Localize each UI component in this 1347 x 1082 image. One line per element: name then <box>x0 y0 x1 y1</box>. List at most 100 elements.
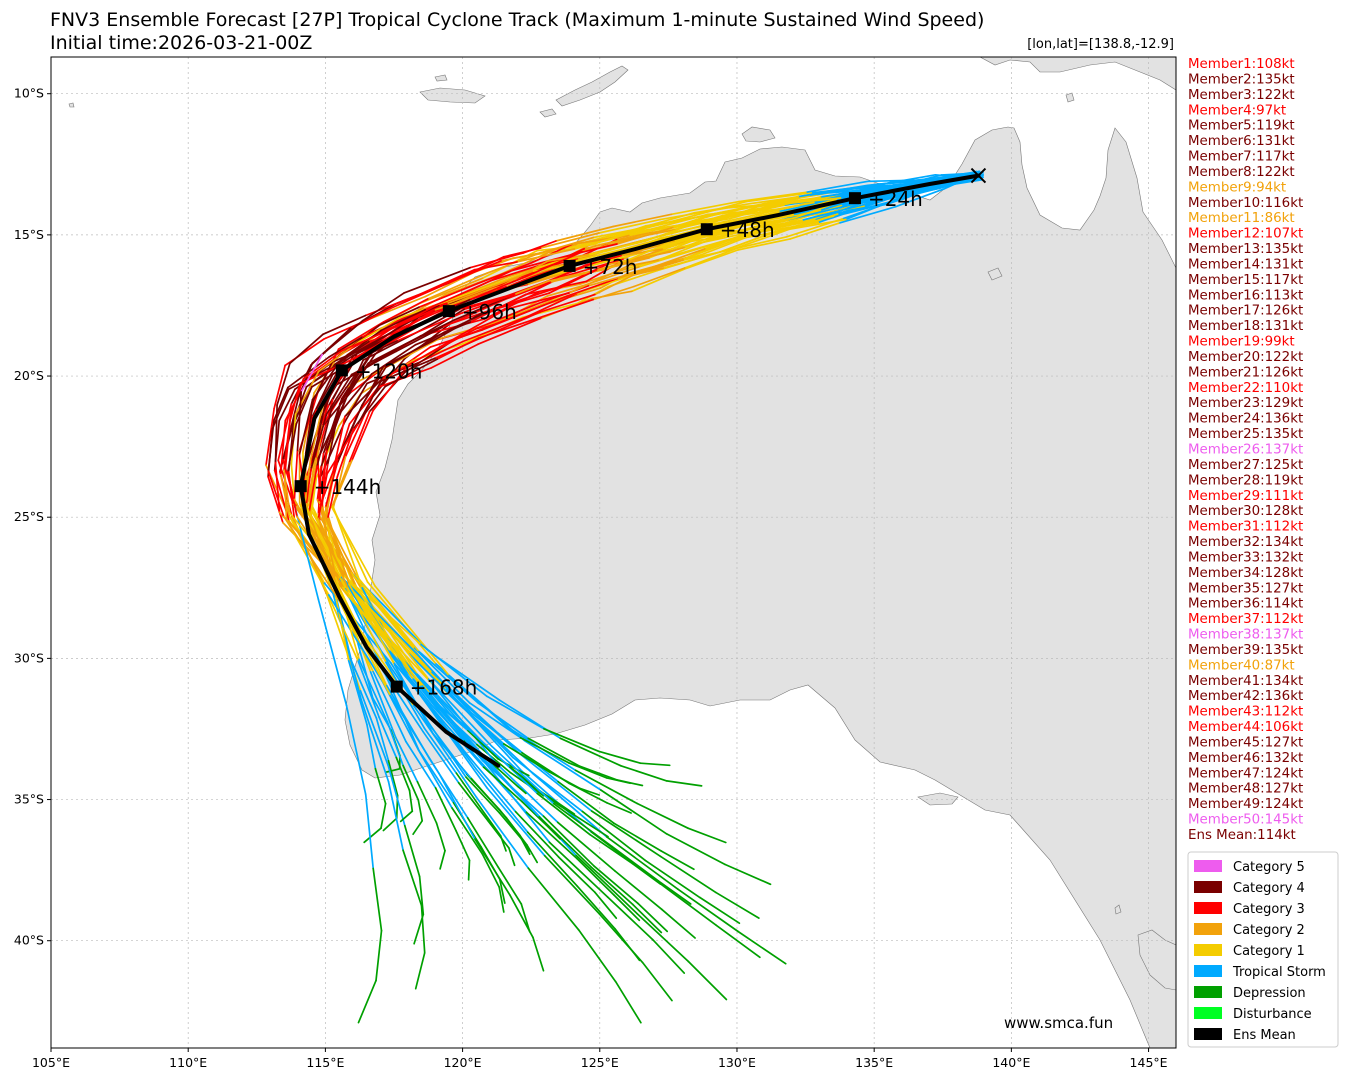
member-entry: Member41:134kt <box>1188 674 1303 689</box>
watermark: www.smca.fun <box>1004 1014 1113 1032</box>
forecast-hour-label: +72h <box>583 255 638 279</box>
legend-label: Category 2 <box>1233 923 1305 938</box>
legend-swatch <box>1194 860 1222 872</box>
legend-label: Category 4 <box>1233 881 1305 896</box>
member-entry: Member32:134kt <box>1188 535 1303 550</box>
member-entry: Member38:137kt <box>1188 628 1303 643</box>
legend-swatch <box>1194 965 1222 977</box>
ens-mean-marker <box>564 260 576 272</box>
member-entry: Member4:97kt <box>1188 103 1286 118</box>
member-entry: Member22:110kt <box>1188 381 1303 396</box>
member-entry: Member7:117kt <box>1188 150 1295 165</box>
x-tick-label: 110°E <box>169 1055 207 1070</box>
member-entry: Member28:119kt <box>1188 473 1303 488</box>
member-entry: Ens Mean:114kt <box>1188 828 1296 843</box>
member-entry: Member8:122kt <box>1188 165 1295 180</box>
member-entry: Member31:112kt <box>1188 520 1303 535</box>
start-coordinate: [lon,lat]=[138.8,-12.9] <box>1027 37 1174 52</box>
x-axis: 105°E 110°E 115°E 120°E 125°E 130°E 135°E 140°E… <box>32 1048 1168 1070</box>
ens-mean-marker <box>701 223 713 235</box>
member-entry: Member36:114kt <box>1188 597 1303 612</box>
forecast-hour-label: +144h <box>314 475 382 499</box>
ens-mean-marker <box>295 480 307 492</box>
member-entry: Member21:126kt <box>1188 365 1303 380</box>
legend: Category 5 Category 4 Category 3 Category 2… <box>1188 852 1338 1047</box>
member-entry: Member40:87kt <box>1188 658 1295 673</box>
member-entry: Member16:113kt <box>1188 288 1303 303</box>
member-entry: Member5:119kt <box>1188 119 1295 134</box>
forecast-hour-label: +48h <box>720 218 775 242</box>
member-entry: Member11:86kt <box>1188 211 1295 226</box>
forecast-hour-label: +24h <box>868 187 923 211</box>
member-entry: Member37:112kt <box>1188 612 1303 627</box>
member-entry: Member35:127kt <box>1188 581 1303 596</box>
member-entry: Member15:117kt <box>1188 273 1303 288</box>
member-entry: Member24:136kt <box>1188 412 1303 427</box>
legend-label: Ens Mean <box>1233 1028 1296 1043</box>
y-tick-label: 10°S <box>14 86 44 101</box>
member-entry: Member48:127kt <box>1188 782 1303 797</box>
member-entry: Member44:106kt <box>1188 720 1303 735</box>
legend-swatch <box>1194 1007 1222 1019</box>
member-entry: Member47:124kt <box>1188 766 1303 781</box>
legend-swatch <box>1194 923 1222 935</box>
member-entry: Member43:112kt <box>1188 705 1303 720</box>
legend-swatch <box>1194 881 1222 893</box>
member-entry: Member19:99kt <box>1188 335 1295 350</box>
legend-label: Depression <box>1233 986 1306 1001</box>
member-entry: Member49:124kt <box>1188 797 1303 812</box>
legend-swatch <box>1194 1028 1222 1040</box>
member-entry: Member29:111kt <box>1188 489 1303 504</box>
member-entry: Member45:127kt <box>1188 735 1303 750</box>
legend-label: Category 1 <box>1233 944 1305 959</box>
x-tick-label: 115°E <box>306 1055 344 1070</box>
member-entry: Member13:135kt <box>1188 242 1303 257</box>
member-entry: Member39:135kt <box>1188 643 1303 658</box>
member-entry: Member2:135kt <box>1188 72 1295 87</box>
member-entry: Member25:135kt <box>1188 427 1303 442</box>
y-tick-label: 25°S <box>14 509 44 524</box>
member-entry: Member3:122kt <box>1188 88 1295 103</box>
member-entry: Member26:137kt <box>1188 443 1303 458</box>
forecast-hour-label: +96h <box>462 300 517 324</box>
member-entry: Member9:94kt <box>1188 180 1286 195</box>
member-entry: Member10:116kt <box>1188 196 1303 211</box>
x-tick-label: 145°E <box>1130 1055 1168 1070</box>
member-entry: Member33:132kt <box>1188 550 1303 565</box>
chart-subtitle: Initial time:2026-03-21-00Z <box>50 32 312 54</box>
legend-swatch <box>1194 944 1222 956</box>
tip-island <box>69 103 74 107</box>
legend-label: Category 3 <box>1233 902 1305 917</box>
x-tick-label: 130°E <box>718 1055 756 1070</box>
chart-title: FNV3 Ensemble Forecast [27P] Tropical Cy… <box>50 9 984 31</box>
ens-mean-marker <box>391 681 403 693</box>
y-axis: 10°S15°S20°S25°S30°S35°S40°S <box>14 86 51 948</box>
member-entry: Member34:128kt <box>1188 566 1303 581</box>
member-entry: Member23:129kt <box>1188 396 1303 411</box>
forecast-hour-label: +168h <box>410 676 478 700</box>
member-entry: Member12:107kt <box>1188 227 1303 242</box>
member-entry: Member6:131kt <box>1188 134 1295 149</box>
member-entry: Member46:132kt <box>1188 751 1303 766</box>
y-tick-label: 30°S <box>14 650 44 665</box>
ens-mean-marker <box>336 364 348 376</box>
x-tick-label: 135°E <box>855 1055 893 1070</box>
x-tick-label: 125°E <box>581 1055 619 1070</box>
member-entry: Member20:122kt <box>1188 350 1303 365</box>
member-17-segment <box>469 860 470 880</box>
x-tick-label: 140°E <box>992 1055 1030 1070</box>
member-entry: Member50:145kt <box>1188 813 1303 828</box>
legend-label: Category 5 <box>1233 860 1305 875</box>
y-tick-label: 35°S <box>14 792 44 807</box>
x-tick-label: 120°E <box>444 1055 482 1070</box>
legend-label: Disturbance <box>1233 1007 1312 1022</box>
ens-mean-marker <box>849 192 861 204</box>
member-entry: Member18:131kt <box>1188 319 1303 334</box>
member-entry: Member42:136kt <box>1188 689 1303 704</box>
member-entry: Member14:131kt <box>1188 257 1303 272</box>
legend-swatch <box>1194 902 1222 914</box>
y-tick-label: 40°S <box>14 933 44 948</box>
member-entry: Member1:108kt <box>1188 57 1295 72</box>
x-tick-label: 105°E <box>32 1055 70 1070</box>
